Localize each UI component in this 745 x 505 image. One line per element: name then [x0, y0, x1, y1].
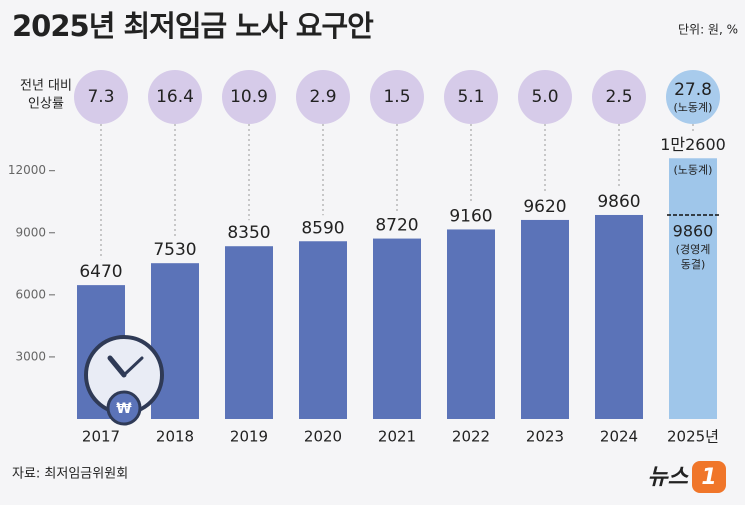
y-tick-label: 6000	[15, 287, 46, 301]
value-label: 7530	[153, 240, 196, 260]
rate-circle	[148, 70, 202, 124]
rate-label: 2.5	[605, 87, 632, 107]
proposal-label: 1만2600	[660, 135, 726, 154]
bar	[595, 214, 643, 419]
bar	[521, 219, 569, 419]
logo: 1	[701, 465, 716, 490]
logo-box	[692, 461, 726, 493]
x-tick-label: 2024	[600, 428, 638, 446]
won-sign: ₩	[116, 401, 132, 417]
clock-hand	[122, 356, 144, 377]
proposal-note: (노동계)	[674, 163, 713, 176]
rate-circle	[74, 70, 128, 124]
x-tick-label: 2019	[230, 428, 268, 446]
rate-note: (노동계)	[674, 101, 713, 114]
rate-circle	[370, 70, 424, 124]
x-tick-label: 2022	[452, 428, 490, 446]
y-tick-label: 12000	[8, 163, 46, 177]
value-label: 8720	[375, 216, 418, 236]
value-label: 8350	[227, 223, 270, 243]
value-label: 8590	[301, 218, 344, 238]
value-label: 9860	[597, 192, 640, 212]
rate-circle	[518, 70, 572, 124]
value-label: 9160	[449, 206, 492, 226]
coin	[106, 390, 142, 426]
rate-label: 7.3	[87, 87, 114, 107]
proposal-bar	[669, 158, 717, 419]
rate-label: 10.9	[230, 87, 268, 107]
x-tick-label: 2021	[378, 428, 416, 446]
rate-label: 2.9	[309, 87, 336, 107]
x-tick-label: 2017	[82, 428, 120, 446]
rate-heading: 전년 대비	[20, 79, 72, 94]
y-tick-label: 3000	[15, 349, 46, 363]
y-tick-label: 9000	[15, 225, 46, 239]
rate-label: 5.0	[531, 87, 558, 107]
x-tick-label: 2023	[526, 428, 564, 446]
rate-circle	[222, 70, 276, 124]
proposal-note: (경영계	[676, 243, 711, 256]
clock-hand	[107, 355, 127, 378]
x-tick-label: 2018	[156, 428, 194, 446]
source: 자료: 최저임금위원회	[12, 467, 128, 482]
rate-label: 1.5	[383, 87, 410, 107]
value-label: 9620	[523, 197, 566, 217]
rate-circle	[296, 70, 350, 124]
bar	[373, 238, 421, 419]
rate-label: 27.8	[674, 80, 712, 100]
rate-circle	[666, 70, 720, 124]
rate-heading: 인상률	[28, 97, 64, 112]
rate-circle	[592, 70, 646, 124]
rate-circle	[444, 70, 498, 124]
logo: 뉴스	[648, 465, 690, 490]
proposal-note: 동결)	[681, 258, 706, 271]
bar	[299, 241, 347, 419]
unit: 단위: 원, %	[678, 23, 738, 37]
chart-title: 2025년 최저임금 노사 요구안	[12, 9, 374, 43]
rate-label: 5.1	[457, 87, 484, 107]
rate-label: 16.4	[156, 87, 194, 107]
bar	[447, 229, 495, 419]
clock-icon: ₩	[84, 335, 164, 426]
value-label: 6470	[79, 262, 122, 282]
bar	[225, 246, 273, 419]
x-tick-label: 2025년	[667, 428, 719, 446]
proposal-label: 9860	[673, 221, 714, 240]
x-tick-label: 2020	[304, 428, 342, 446]
